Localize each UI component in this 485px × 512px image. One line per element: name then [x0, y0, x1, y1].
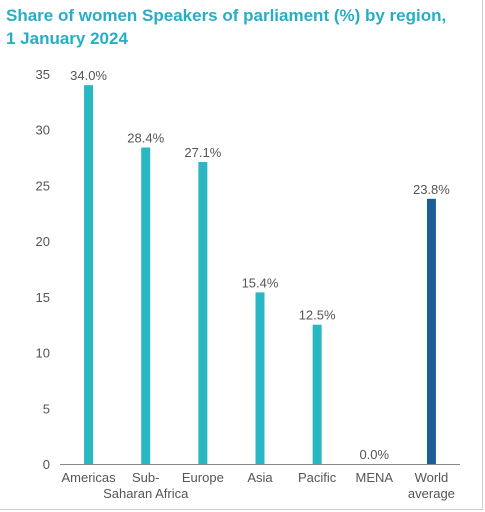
bar [426, 198, 436, 465]
data-label: 23.8% [413, 182, 450, 197]
data-label: 0.0% [359, 447, 389, 462]
x-tick-label: Europe [182, 470, 224, 485]
x-tick-label: Asia [247, 470, 273, 485]
y-tick-label: 5 [43, 401, 50, 416]
x-tick-label: Saharan Africa [103, 486, 189, 501]
data-label: 15.4% [242, 275, 279, 290]
y-tick-label: 20 [36, 234, 50, 249]
bar [255, 292, 265, 464]
bar [198, 162, 208, 464]
y-tick-label: 30 [36, 123, 50, 138]
chart-title: Share of women Speakers of parliament (%… [6, 4, 476, 50]
bar [141, 147, 151, 465]
x-tick-label: average [408, 486, 455, 501]
x-tick-label: Pacific [298, 470, 337, 485]
data-label: 27.1% [184, 145, 221, 160]
chart-title-line-2: 1 January 2024 [6, 29, 128, 48]
y-tick-label: 0 [43, 457, 50, 472]
data-label: 34.0% [70, 68, 107, 83]
x-tick-label: Americas [61, 470, 116, 485]
chart-title-line-1: Share of women Speakers of parliament (%… [6, 6, 447, 25]
y-tick-label: 35 [36, 67, 50, 82]
y-tick-label: 15 [36, 290, 50, 305]
y-tick-label: 10 [36, 346, 50, 361]
bar [312, 324, 322, 464]
bar [84, 85, 94, 465]
y-tick-label: 25 [36, 178, 50, 193]
x-tick-label: MENA [356, 470, 394, 485]
x-tick-label: World [415, 470, 449, 485]
data-label: 28.4% [127, 131, 164, 146]
x-tick-label: Sub- [132, 470, 159, 485]
data-label: 12.5% [299, 308, 336, 323]
